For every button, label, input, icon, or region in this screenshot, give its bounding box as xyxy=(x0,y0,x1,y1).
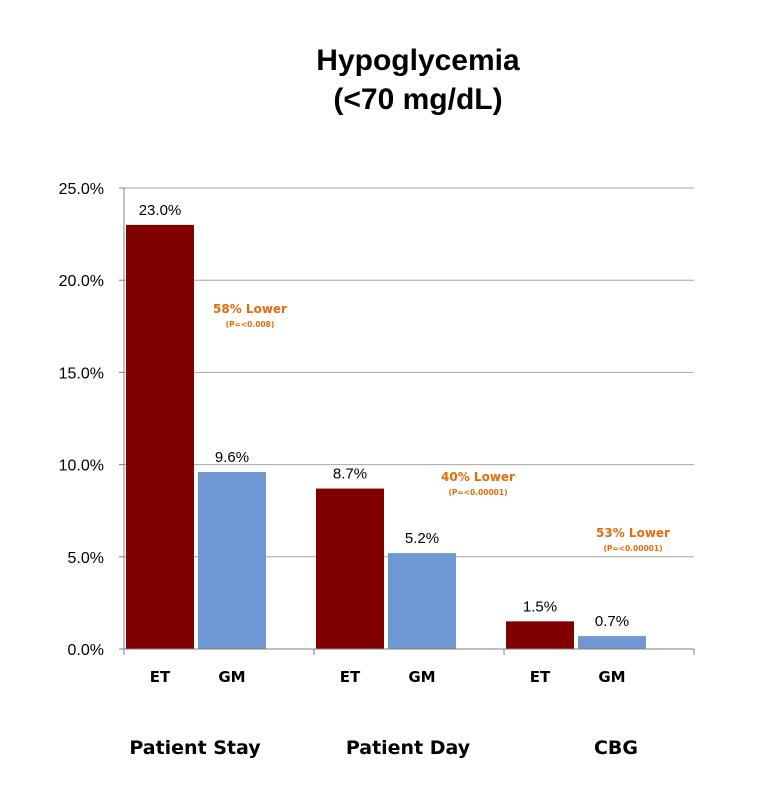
annotation-percent-lower: 53% Lower xyxy=(596,526,670,540)
chart-title-line-2: (<70 mg/dL) xyxy=(333,83,502,116)
labels: 23.0% ET 9.6% GM Patient Stay 8.7% ET 5.2% GM Pat… xyxy=(129,202,638,759)
bar-category-label: ET xyxy=(340,668,361,686)
y-tick-label: 20.0% xyxy=(59,273,104,290)
y-tick-label: 15.0% xyxy=(59,365,104,382)
axes xyxy=(119,187,695,655)
y-axis-tick-labels: 0.0% 5.0% 10.0% 15.0% 20.0% 25.0% xyxy=(59,181,104,659)
bar-gm-patient-day xyxy=(388,553,456,649)
annotation-p-value: (P=<0.00001) xyxy=(448,488,507,497)
group-label: CBG xyxy=(594,737,638,759)
bar-category-label: ET xyxy=(150,668,171,686)
gridlines xyxy=(124,187,694,558)
group-label: Patient Day xyxy=(346,737,471,759)
bar-category-label: GM xyxy=(598,668,625,686)
bar-value-label: 9.6% xyxy=(215,449,249,466)
bar-value-label: 1.5% xyxy=(523,598,557,615)
y-tick-label: 5.0% xyxy=(68,550,104,567)
bars xyxy=(126,224,646,649)
bar-value-label: 8.7% xyxy=(333,466,367,483)
bar-category-label: GM xyxy=(218,668,245,686)
bar-value-label: 5.2% xyxy=(405,530,439,547)
chart-title-line-1: Hypoglycemia xyxy=(316,44,520,77)
annotations: 58% Lower (P=<0.008) 40% Lower (P=<0.00001)… xyxy=(213,302,670,553)
chart-title: Hypoglycemia (<70 mg/dL) xyxy=(316,44,520,116)
bar-et-cbg xyxy=(506,621,574,649)
bar-category-label: GM xyxy=(408,668,435,686)
annotation-percent-lower: 40% Lower xyxy=(441,470,515,484)
bar-gm-cbg xyxy=(578,636,646,649)
bar-et-patient-stay xyxy=(126,224,194,649)
annotation-p-value: (P=<0.008) xyxy=(226,320,275,329)
y-tick-label: 0.0% xyxy=(68,642,104,659)
bar-gm-patient-stay xyxy=(198,471,266,649)
bar-value-label: 23.0% xyxy=(139,202,182,219)
bar-value-label: 0.7% xyxy=(595,613,629,630)
bar-et-patient-day xyxy=(316,488,384,649)
annotation-p-value: (P=<0.00001) xyxy=(603,544,662,553)
annotation-percent-lower: 58% Lower xyxy=(213,302,287,316)
y-tick-label: 10.0% xyxy=(59,458,104,475)
y-tick-label: 25.0% xyxy=(59,181,104,198)
bar-category-label: ET xyxy=(530,668,551,686)
group-label: Patient Stay xyxy=(129,737,261,759)
